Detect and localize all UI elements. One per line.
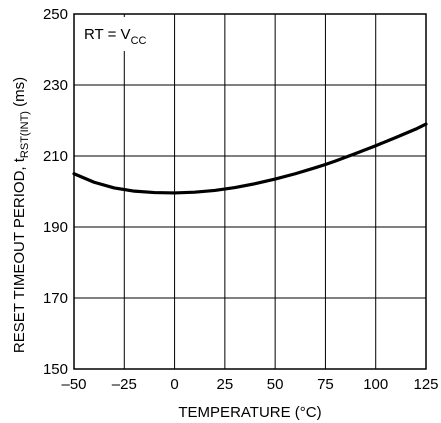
y-axis-label-sub: RST(INT) xyxy=(19,111,31,158)
plot-border xyxy=(73,13,427,370)
x-tick-label: –25 xyxy=(112,376,137,393)
y-tick-label: 210 xyxy=(43,148,68,165)
annotation-main: RT = V xyxy=(84,26,131,43)
y-tick-label: 150 xyxy=(43,361,68,378)
x-tick-label: 125 xyxy=(413,376,438,393)
annotation: RT = VCC xyxy=(77,17,163,51)
series-line xyxy=(72,122,428,195)
series-group xyxy=(72,122,428,195)
plot-area xyxy=(73,13,427,370)
x-tick-label: 0 xyxy=(170,376,178,393)
annotation-sub: CC xyxy=(131,35,147,47)
x-tick-label: 75 xyxy=(317,376,334,393)
x-tick-label: 100 xyxy=(363,376,388,393)
annotation-label: RT = VCC xyxy=(84,26,147,47)
y-tick-labels: 150 170 190 210 230 250 xyxy=(43,6,68,378)
y-tick-label: 170 xyxy=(43,290,68,307)
y-tick-label: 190 xyxy=(43,219,68,236)
x-tick-label: 25 xyxy=(217,376,234,393)
y-tick-label: 250 xyxy=(43,6,68,23)
y-tick-label: 230 xyxy=(43,77,68,94)
y-axis-label: RESET TIMEOUT PERIOD, tRST(INT) (ms) xyxy=(11,77,31,353)
annotation-background xyxy=(77,17,163,51)
x-tick-labels: –50 –25 0 25 50 75 100 125 xyxy=(61,376,438,393)
y-axis-label-unit: (ms) xyxy=(11,77,28,111)
x-tick-label: –50 xyxy=(61,376,86,393)
y-axis-label-main: RESET TIMEOUT PERIOD, t xyxy=(11,157,28,353)
x-axis-label: TEMPERATURE (°C) xyxy=(178,404,321,421)
x-tick-label: 50 xyxy=(267,376,284,393)
